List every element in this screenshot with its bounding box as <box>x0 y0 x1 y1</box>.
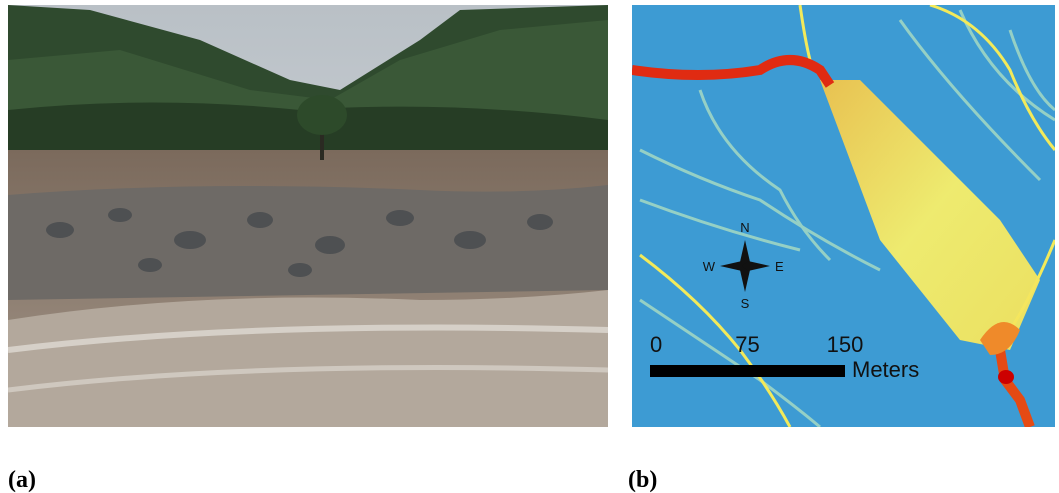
compass-label: S <box>741 296 750 311</box>
photo <box>8 5 608 427</box>
scale-unit: Meters <box>852 357 919 382</box>
compass-label: E <box>775 259 784 274</box>
compass-label: N <box>740 220 749 235</box>
scale-tick-label: 0 <box>650 332 662 357</box>
compass-label: W <box>703 259 716 274</box>
scale-tick-label: 150 <box>827 332 864 357</box>
caption: (a) <box>8 467 36 493</box>
scale-tick-label: 75 <box>735 332 759 357</box>
map <box>632 5 1055 427</box>
caption: (b) <box>628 467 657 493</box>
figure: N S E W Meters 0 75 150 (a) (b) <box>0 0 1059 493</box>
scale-bar-rect <box>650 365 845 377</box>
